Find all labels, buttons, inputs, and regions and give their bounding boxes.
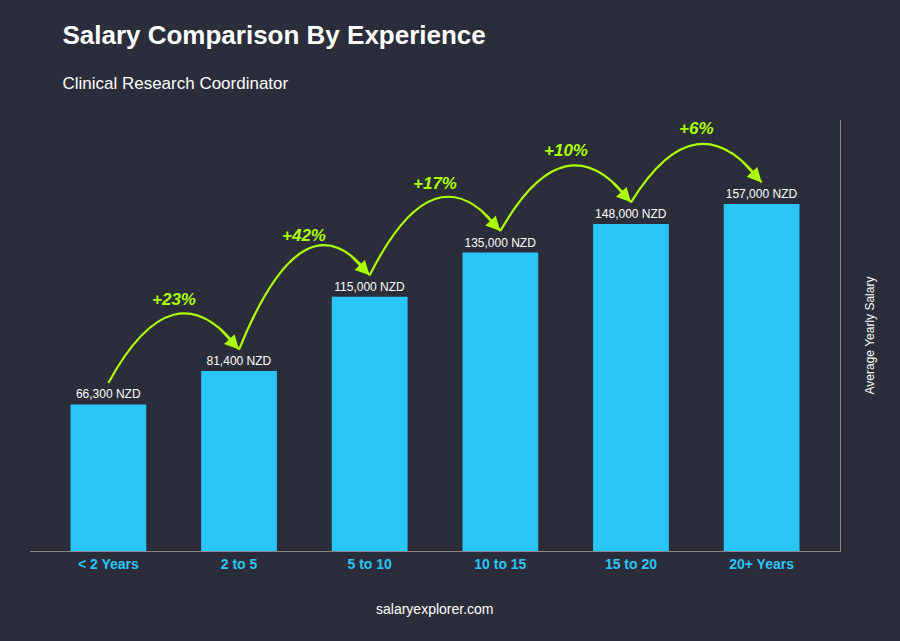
svg-text:+17%: +17% [413,174,457,193]
svg-text:157,000 NZD: 157,000 NZD [726,187,798,201]
svg-text:Salary Comparison By Experienc: Salary Comparison By Experience [62,20,485,50]
svg-text:81,400 NZD: 81,400 NZD [207,354,272,368]
svg-text:5 to 10: 5 to 10 [348,556,393,572]
svg-text:10 to 15: 10 to 15 [474,556,526,572]
svg-text:2 to 5: 2 to 5 [221,556,258,572]
svg-text:< 2 Years: < 2 Years [78,556,139,572]
svg-text:+23%: +23% [152,290,196,309]
svg-text:salaryexplorer.com: salaryexplorer.com [376,601,494,617]
svg-text:15 to 20: 15 to 20 [605,556,657,572]
svg-text:135,000 NZD: 135,000 NZD [464,236,536,250]
svg-text:20+ Years: 20+ Years [729,556,794,572]
svg-text:Clinical Research Coordinator: Clinical Research Coordinator [62,74,288,93]
svg-text:115,000 NZD: 115,000 NZD [334,280,405,294]
svg-text:+6%: +6% [679,119,714,138]
svg-text:Average Yearly Salary: Average Yearly Salary [863,277,877,395]
svg-text:+10%: +10% [544,141,588,160]
svg-text:66,300 NZD: 66,300 NZD [76,387,141,401]
svg-text:148,000 NZD: 148,000 NZD [595,207,667,221]
svg-text:+42%: +42% [282,226,326,245]
